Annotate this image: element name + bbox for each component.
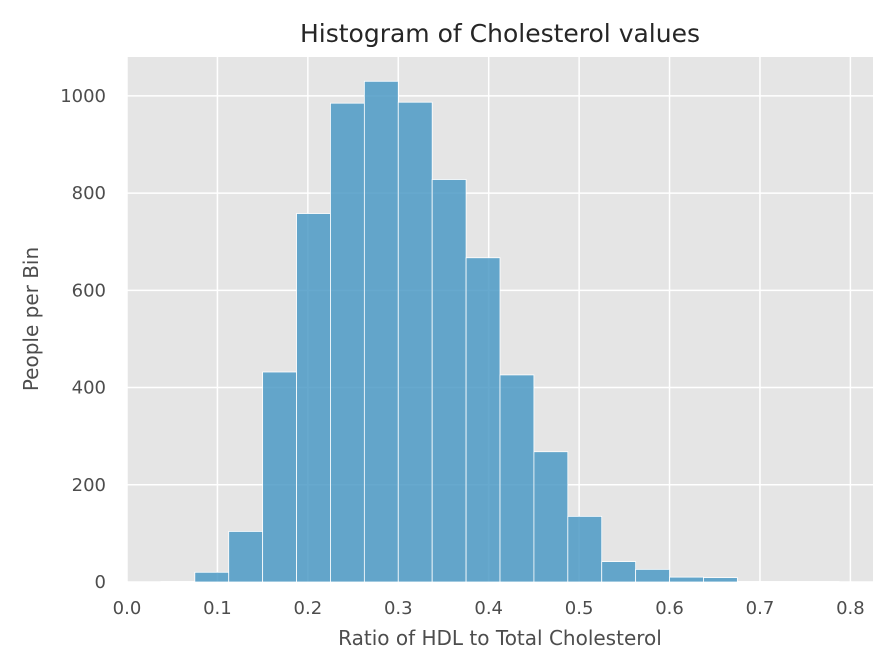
x-axis-label: Ratio of HDL to Total Cholesterol (338, 626, 662, 650)
y-tick-label: 800 (72, 183, 106, 204)
x-tick-label: 0.4 (474, 598, 503, 619)
x-axis-ticks: 0.0 0.1 0.2 0.3 0.4 0.5 0.6 0.7 0.8 (113, 598, 865, 619)
histogram-bar (601, 561, 637, 583)
histogram-bar (296, 213, 331, 583)
histogram-bar (567, 515, 603, 583)
histogram-bar (703, 577, 738, 583)
y-axis-label: People per Bin (19, 247, 43, 391)
x-tick-label: 0.8 (836, 598, 865, 619)
x-tick-label: 0.6 (655, 598, 684, 619)
histogram-bar (194, 571, 230, 583)
x-tick-label: 0.0 (113, 598, 142, 619)
histogram-bar (465, 257, 501, 583)
x-tick-label: 0.5 (565, 598, 594, 619)
x-tick-label: 0.1 (203, 598, 232, 619)
histogram-bar (669, 576, 704, 583)
histogram-bar (635, 568, 670, 583)
histogram-bar (499, 374, 535, 583)
x-tick-label: 0.3 (384, 598, 413, 619)
histogram-bar (262, 371, 297, 583)
histogram-bar (431, 179, 467, 583)
y-tick-label: 1000 (60, 86, 106, 107)
x-tick-label: 0.7 (746, 598, 775, 619)
y-tick-label: 200 (72, 475, 106, 496)
histogram-bar (397, 101, 433, 583)
y-tick-label: 600 (72, 280, 106, 301)
y-axis-ticks: 0 200 400 600 800 1000 (60, 86, 106, 593)
chart-title: Histogram of Cholesterol values (300, 19, 700, 48)
x-tick-label: 0.2 (294, 598, 323, 619)
histogram-bar (533, 451, 569, 583)
histogram-bar (228, 531, 264, 583)
bars (160, 80, 840, 583)
y-tick-label: 400 (72, 378, 106, 399)
histogram-bar (330, 102, 365, 583)
y-tick-label: 0 (95, 572, 106, 593)
histogram-bar (363, 80, 399, 583)
